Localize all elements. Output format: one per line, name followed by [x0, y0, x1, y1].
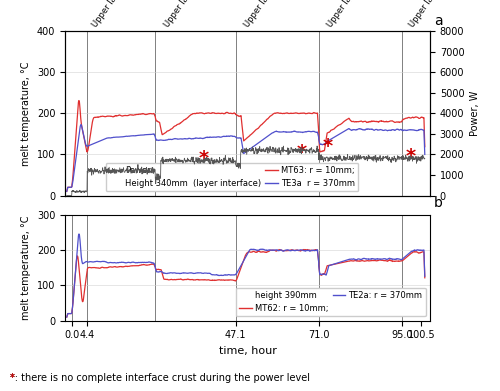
Text: *: there is no complete interface crust during the power level: *: there is no complete interface crust …	[10, 373, 310, 383]
Text: Upper layer 75mm: Upper layer 75mm	[242, 0, 295, 29]
Text: b: b	[434, 196, 442, 210]
Y-axis label: Power, W: Power, W	[470, 91, 480, 136]
Y-axis label: melt temperature, °C: melt temperature, °C	[21, 215, 31, 320]
Text: Upper layer 75mm: Upper layer 75mm	[408, 0, 460, 29]
Text: *: *	[199, 149, 209, 168]
Text: *: *	[406, 147, 416, 166]
Legend: height 390mm, MT62: r = 10mm;, TE2a: r = 370mm: height 390mm, MT62: r = 10mm;, TE2a: r =…	[236, 288, 426, 316]
Text: Upper layer 35mm: Upper layer 35mm	[162, 0, 215, 29]
Text: a: a	[434, 14, 442, 28]
Text: *: *	[322, 137, 332, 156]
Text: Upper layer 110mm: Upper layer 110mm	[326, 0, 382, 29]
Text: *: *	[296, 143, 306, 162]
Y-axis label: melt temperature, °C: melt temperature, °C	[21, 61, 31, 166]
Text: Upper layer 0mm: Upper layer 0mm	[91, 0, 140, 29]
Legend: Power, Height 340mm  (layer interface), MT63: r = 10mm;, TE3a  r = 370mm: Power, Height 340mm (layer interface), M…	[106, 163, 358, 191]
Text: *: *	[10, 373, 15, 383]
X-axis label: time, hour: time, hour	[218, 346, 276, 356]
